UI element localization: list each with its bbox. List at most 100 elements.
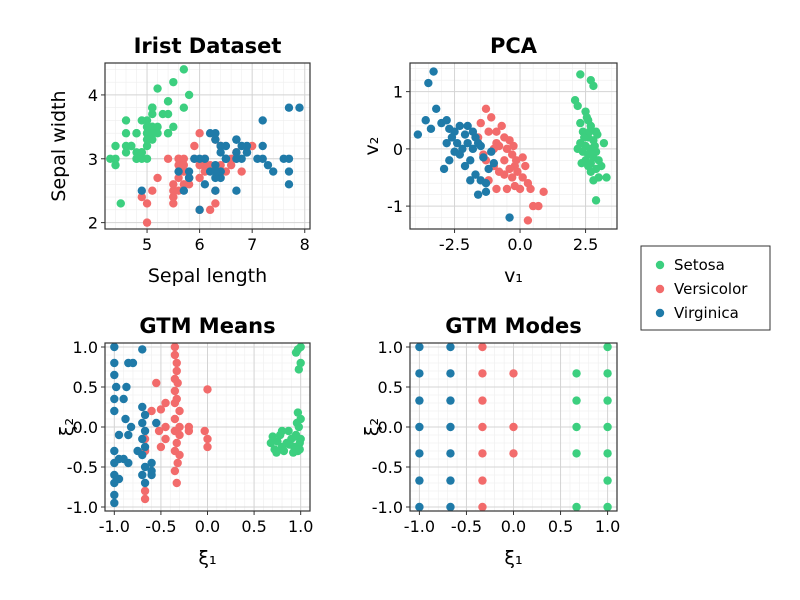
data-point <box>589 81 598 91</box>
data-point <box>190 154 199 163</box>
y-tick-label: -0.5 <box>67 458 98 477</box>
x-tick-label: 2.5 <box>573 235 598 254</box>
legend-marker-versicolor <box>655 284 665 294</box>
data-point <box>205 129 215 138</box>
data-point <box>466 156 475 165</box>
data-point <box>268 432 277 441</box>
y-tick-label: 0.0 <box>378 418 403 437</box>
data-point <box>500 156 509 165</box>
data-point <box>121 116 131 125</box>
data-point <box>140 478 150 488</box>
data-point <box>497 121 506 131</box>
data-point <box>466 176 475 185</box>
data-point <box>142 122 152 132</box>
data-point <box>580 133 589 142</box>
data-point <box>203 442 212 452</box>
series-virginica <box>137 103 304 215</box>
data-point <box>211 160 220 170</box>
data-point <box>179 154 189 163</box>
data-point <box>156 442 166 452</box>
data-point <box>589 176 598 185</box>
data-point <box>195 173 204 183</box>
data-point <box>148 186 157 195</box>
data-point <box>502 144 512 154</box>
x-tick-label: 5 <box>142 235 152 254</box>
series-virginica <box>415 342 455 512</box>
y-axis-label: Sepal width <box>48 90 70 201</box>
data-point <box>205 205 215 215</box>
data-point <box>173 378 182 388</box>
data-point <box>294 365 304 374</box>
data-point <box>152 418 161 428</box>
data-point <box>573 101 582 111</box>
data-point <box>478 342 487 352</box>
data-point <box>111 154 120 163</box>
data-point <box>195 129 204 138</box>
data-point <box>293 408 303 417</box>
data-point <box>179 103 189 112</box>
data-point <box>110 446 119 456</box>
data-point <box>110 342 119 352</box>
subplot-title: Irist Dataset <box>134 34 282 58</box>
y-tick-label: 3 <box>88 150 98 169</box>
data-point <box>415 502 424 512</box>
data-point <box>446 396 455 405</box>
x-tick-label: 0.5 <box>548 517 573 536</box>
data-point <box>110 406 119 416</box>
x-tick-label: 8 <box>300 235 310 254</box>
data-point <box>169 199 178 208</box>
data-point <box>432 104 441 113</box>
data-point <box>138 470 147 480</box>
data-point <box>258 154 267 163</box>
data-point <box>586 167 595 176</box>
data-point <box>179 186 189 195</box>
data-point <box>487 113 496 122</box>
data-point <box>190 141 199 151</box>
x-tick-label: -0.5 <box>145 517 176 536</box>
data-point <box>174 167 183 176</box>
data-point <box>602 173 611 182</box>
data-point <box>572 422 581 432</box>
x-tick-label: 0.0 <box>501 517 526 536</box>
data-point <box>258 141 267 151</box>
data-point <box>237 167 246 176</box>
legend-label-versicolor: Versicolor <box>674 280 748 298</box>
x-tick-label: 0.0 <box>195 517 220 536</box>
data-point <box>478 422 487 432</box>
data-point <box>132 154 141 163</box>
data-point <box>279 446 289 456</box>
data-point <box>140 426 150 436</box>
x-tick-label: 0.5 <box>241 517 266 536</box>
data-point <box>509 449 518 458</box>
x-tick-label: 7 <box>247 235 257 254</box>
data-point <box>110 394 119 404</box>
data-point <box>121 414 130 424</box>
data-point <box>290 432 300 441</box>
data-point <box>593 130 602 139</box>
data-point <box>163 129 173 138</box>
data-point <box>200 426 209 436</box>
data-point <box>203 434 212 444</box>
data-point <box>576 118 585 128</box>
data-point <box>478 476 487 485</box>
data-point <box>169 186 178 195</box>
data-point <box>296 342 305 352</box>
data-point <box>153 122 162 132</box>
data-point <box>110 358 119 368</box>
y-axis-label: ξ₂ <box>56 418 78 436</box>
data-point <box>603 422 612 432</box>
data-point <box>484 127 493 136</box>
data-point <box>481 187 491 196</box>
data-point <box>111 382 121 392</box>
data-point <box>133 446 142 456</box>
data-point <box>518 173 527 182</box>
data-point <box>172 358 181 368</box>
data-point <box>481 104 491 113</box>
legend-label-setosa: Setosa <box>674 256 725 274</box>
x-tick-label: 1.0 <box>288 517 313 536</box>
x-axis-label: ξ₁ <box>504 547 522 569</box>
data-point <box>603 396 612 405</box>
data-point <box>216 141 225 151</box>
data-point <box>442 116 451 125</box>
